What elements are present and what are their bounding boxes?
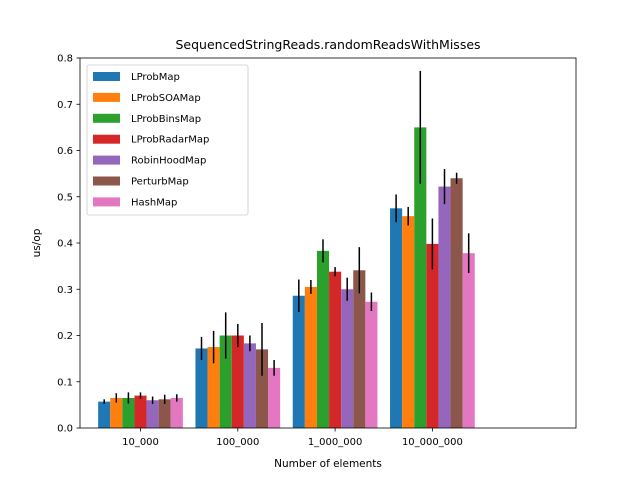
bar-robinhoodmap-3 — [438, 186, 451, 428]
bar-hashmap-3 — [462, 253, 475, 428]
legend-label-perturbmap: PerturbMap — [131, 177, 189, 188]
y-tick-label: 0.0 — [57, 424, 73, 435]
x-tick-label: 10_000 — [122, 437, 159, 448]
y-tick-label: 0.4 — [57, 239, 73, 250]
bar-hashmap-1 — [268, 367, 281, 429]
y-tick-label: 0.8 — [57, 54, 73, 65]
legend-swatch-lprobbinsmap — [93, 113, 120, 123]
bar-lprobsoamap-0 — [110, 397, 123, 428]
legend-label-hashmap: HashMap — [131, 197, 177, 208]
bar-robinhoodmap-0 — [146, 400, 159, 428]
x-tick-label: 10_000_000 — [402, 437, 463, 448]
legend-swatch-lprobradarmap — [93, 134, 120, 144]
y-tick-label: 0.6 — [57, 146, 73, 157]
legend-swatch-lprobsoamap — [93, 92, 120, 102]
chart-title: SequencedStringReads.randomReadsWithMiss… — [175, 37, 480, 52]
bar-lprobsoamap-1 — [207, 347, 220, 428]
legend-label-lprobradarmap: LProbRadarMap — [131, 135, 209, 146]
plot-bars — [98, 127, 475, 429]
bar-lprobbinsmap-2 — [316, 250, 330, 428]
bar-perturbmap-1 — [255, 349, 269, 429]
legend-label-lprobmap: LProbMap — [131, 72, 180, 83]
bar-lprobmap-0 — [98, 401, 111, 428]
x-axis: 10_000 100_000 1_000_000 10_000_000 — [122, 428, 463, 448]
bar-lprobradarmap-2 — [329, 271, 342, 428]
legend-label-lprobbinsmap: LProbBinsMap — [131, 114, 201, 125]
bar-lprobradarmap-0 — [134, 395, 147, 429]
bar-robinhoodmap-2 — [341, 289, 354, 428]
bar-robinhoodmap-1 — [243, 343, 256, 428]
bar-perturbmap-0 — [158, 399, 171, 428]
legend-swatch-hashmap — [93, 197, 120, 207]
y-tick-label: 0.5 — [57, 192, 73, 203]
y-tick-label: 0.3 — [57, 285, 73, 296]
legend-swatch-lprobmap — [93, 72, 120, 81]
bar-perturbmap-3 — [450, 178, 463, 428]
legend-label-lprobsoamap: LProbSOAMap — [131, 93, 201, 104]
bar-lprobmap-3 — [390, 208, 403, 428]
x-tick-label: 1_000_000 — [308, 437, 363, 448]
legend-swatch-perturbmap — [93, 176, 120, 186]
bar-hashmap-2 — [365, 301, 378, 428]
bar-lprobbinsmap-1 — [219, 335, 232, 428]
legend-swatch-robinhoodmap — [93, 155, 120, 165]
bar-lprobmap-1 — [195, 348, 208, 428]
bar-lprobmap-2 — [292, 295, 305, 428]
y-axis-label: us/op — [31, 228, 43, 257]
y-tick-label: 0.1 — [57, 377, 73, 388]
y-tick-label: 0.2 — [57, 331, 73, 342]
bar-lprobradarmap-1 — [231, 335, 244, 428]
bar-hashmap-0 — [170, 397, 183, 428]
bar-lprobbinsmap-0 — [122, 397, 135, 428]
bar-lprobbinsmap-3 — [414, 127, 427, 429]
y-tick-label: 0.7 — [57, 100, 73, 111]
x-tick-label: 100_000 — [216, 437, 259, 448]
legend-box — [86, 64, 249, 216]
legend: LProbMap LProbSOAMap LProbBinsMap LProbRada… — [86, 64, 249, 216]
bar-lprobradarmap-3 — [426, 243, 439, 428]
x-axis-label: Number of elements — [274, 458, 382, 470]
bar-perturbmap-2 — [353, 270, 366, 428]
error-bars — [103, 70, 470, 404]
bar-lprobsoamap-3 — [402, 216, 415, 428]
bar-lprobsoamap-2 — [304, 286, 317, 428]
legend-label-robinhoodmap: RobinHoodMap — [131, 156, 206, 167]
y-axis: 0.0 0.1 0.2 0.3 0.4 0.5 0.6 0.7 0.8 — [57, 54, 80, 435]
